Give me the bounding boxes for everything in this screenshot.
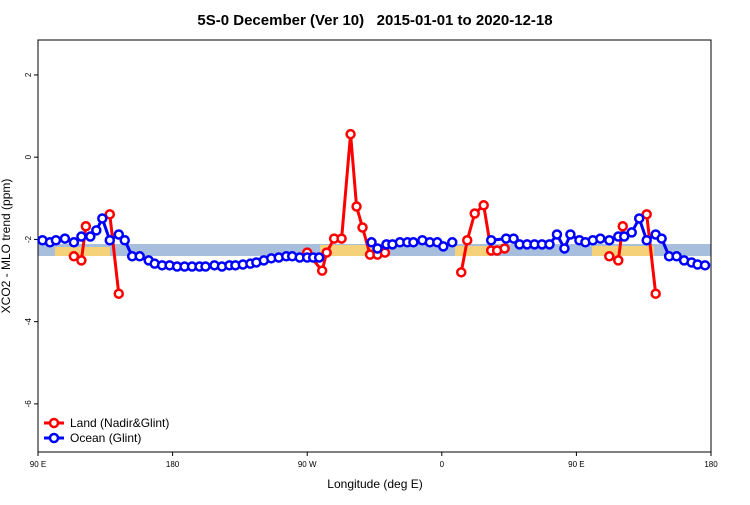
y-tick-label: -4 — [24, 318, 33, 326]
data-point — [313, 252, 325, 263]
data-point — [650, 288, 661, 299]
data-point — [559, 243, 570, 254]
y-tick-label: -6 — [24, 400, 33, 408]
x-tick-label: 0 — [440, 460, 445, 469]
data-point — [499, 243, 510, 254]
data-point — [50, 234, 62, 246]
data-point — [91, 225, 102, 236]
x-tick-label: 90 E — [30, 460, 46, 469]
band-land — [455, 246, 490, 256]
data-point — [656, 233, 667, 244]
data-point — [134, 251, 145, 262]
plot-frame — [37, 39, 712, 453]
data-point — [345, 128, 356, 140]
legend-marker — [48, 417, 60, 429]
y-tick-label: 0 — [24, 154, 33, 159]
data-point — [68, 237, 80, 248]
data-point — [544, 239, 555, 250]
data-point — [316, 265, 328, 276]
data-point — [321, 247, 332, 258]
legend-label: Land (Nadir&Glint) — [70, 416, 169, 430]
data-point — [485, 234, 497, 246]
data-point — [336, 233, 347, 244]
data-point — [59, 233, 71, 244]
y-axis-label: XCO2 - MLO trend (ppm) — [0, 179, 13, 314]
data-point — [671, 251, 682, 262]
legend-label: Ocean (Glint) — [70, 431, 141, 445]
data-point — [447, 237, 458, 248]
data-point — [76, 255, 87, 266]
data-point — [626, 227, 637, 238]
series — [68, 128, 661, 299]
data-point — [699, 260, 711, 271]
data-point — [551, 229, 563, 240]
data-point — [604, 234, 615, 246]
data-point — [372, 243, 383, 254]
x-tick-label: 90 E — [568, 460, 584, 469]
x-tick-label: 180 — [704, 460, 718, 469]
band-land — [320, 245, 372, 256]
data-point — [104, 209, 116, 220]
data-point — [438, 241, 449, 252]
data-point — [469, 208, 480, 219]
data-point — [113, 288, 125, 299]
data-point — [119, 234, 130, 246]
data-point — [478, 200, 489, 211]
data-point — [97, 213, 108, 224]
legend-marker — [48, 432, 60, 444]
data-point — [200, 261, 211, 272]
data-point — [113, 229, 125, 240]
chart-title: 5S-0 December (Ver 10) 2015-01-01 to 202… — [197, 12, 552, 29]
data-point — [408, 237, 419, 248]
data-point — [357, 222, 368, 233]
data-point — [613, 255, 624, 266]
data-point — [595, 233, 606, 244]
data-point — [455, 267, 467, 278]
series — [37, 213, 711, 272]
x-tick-label: 90 W — [298, 460, 317, 469]
data-point — [85, 231, 96, 242]
legend: Land (Nadir&Glint)Ocean (Glint) — [44, 416, 169, 445]
data-point — [641, 209, 652, 220]
data-point — [104, 234, 116, 246]
data-point — [508, 233, 519, 244]
data-point — [604, 251, 615, 262]
data-point — [617, 221, 629, 232]
x-axis-label: Longitude (deg E) — [327, 477, 422, 491]
data-point — [641, 234, 652, 246]
data-point — [351, 201, 362, 212]
data-point — [80, 221, 92, 232]
data-point — [619, 231, 630, 242]
data-point — [633, 213, 645, 224]
data-point — [461, 234, 473, 246]
data-point — [565, 229, 576, 240]
band-land — [592, 246, 654, 256]
data-point — [76, 231, 87, 242]
x-tick-label: 180 — [166, 460, 180, 469]
data-point — [366, 237, 377, 248]
y-tick-label: -2 — [24, 235, 33, 243]
data-point — [68, 251, 80, 262]
y-tick-label: 2 — [24, 72, 33, 77]
